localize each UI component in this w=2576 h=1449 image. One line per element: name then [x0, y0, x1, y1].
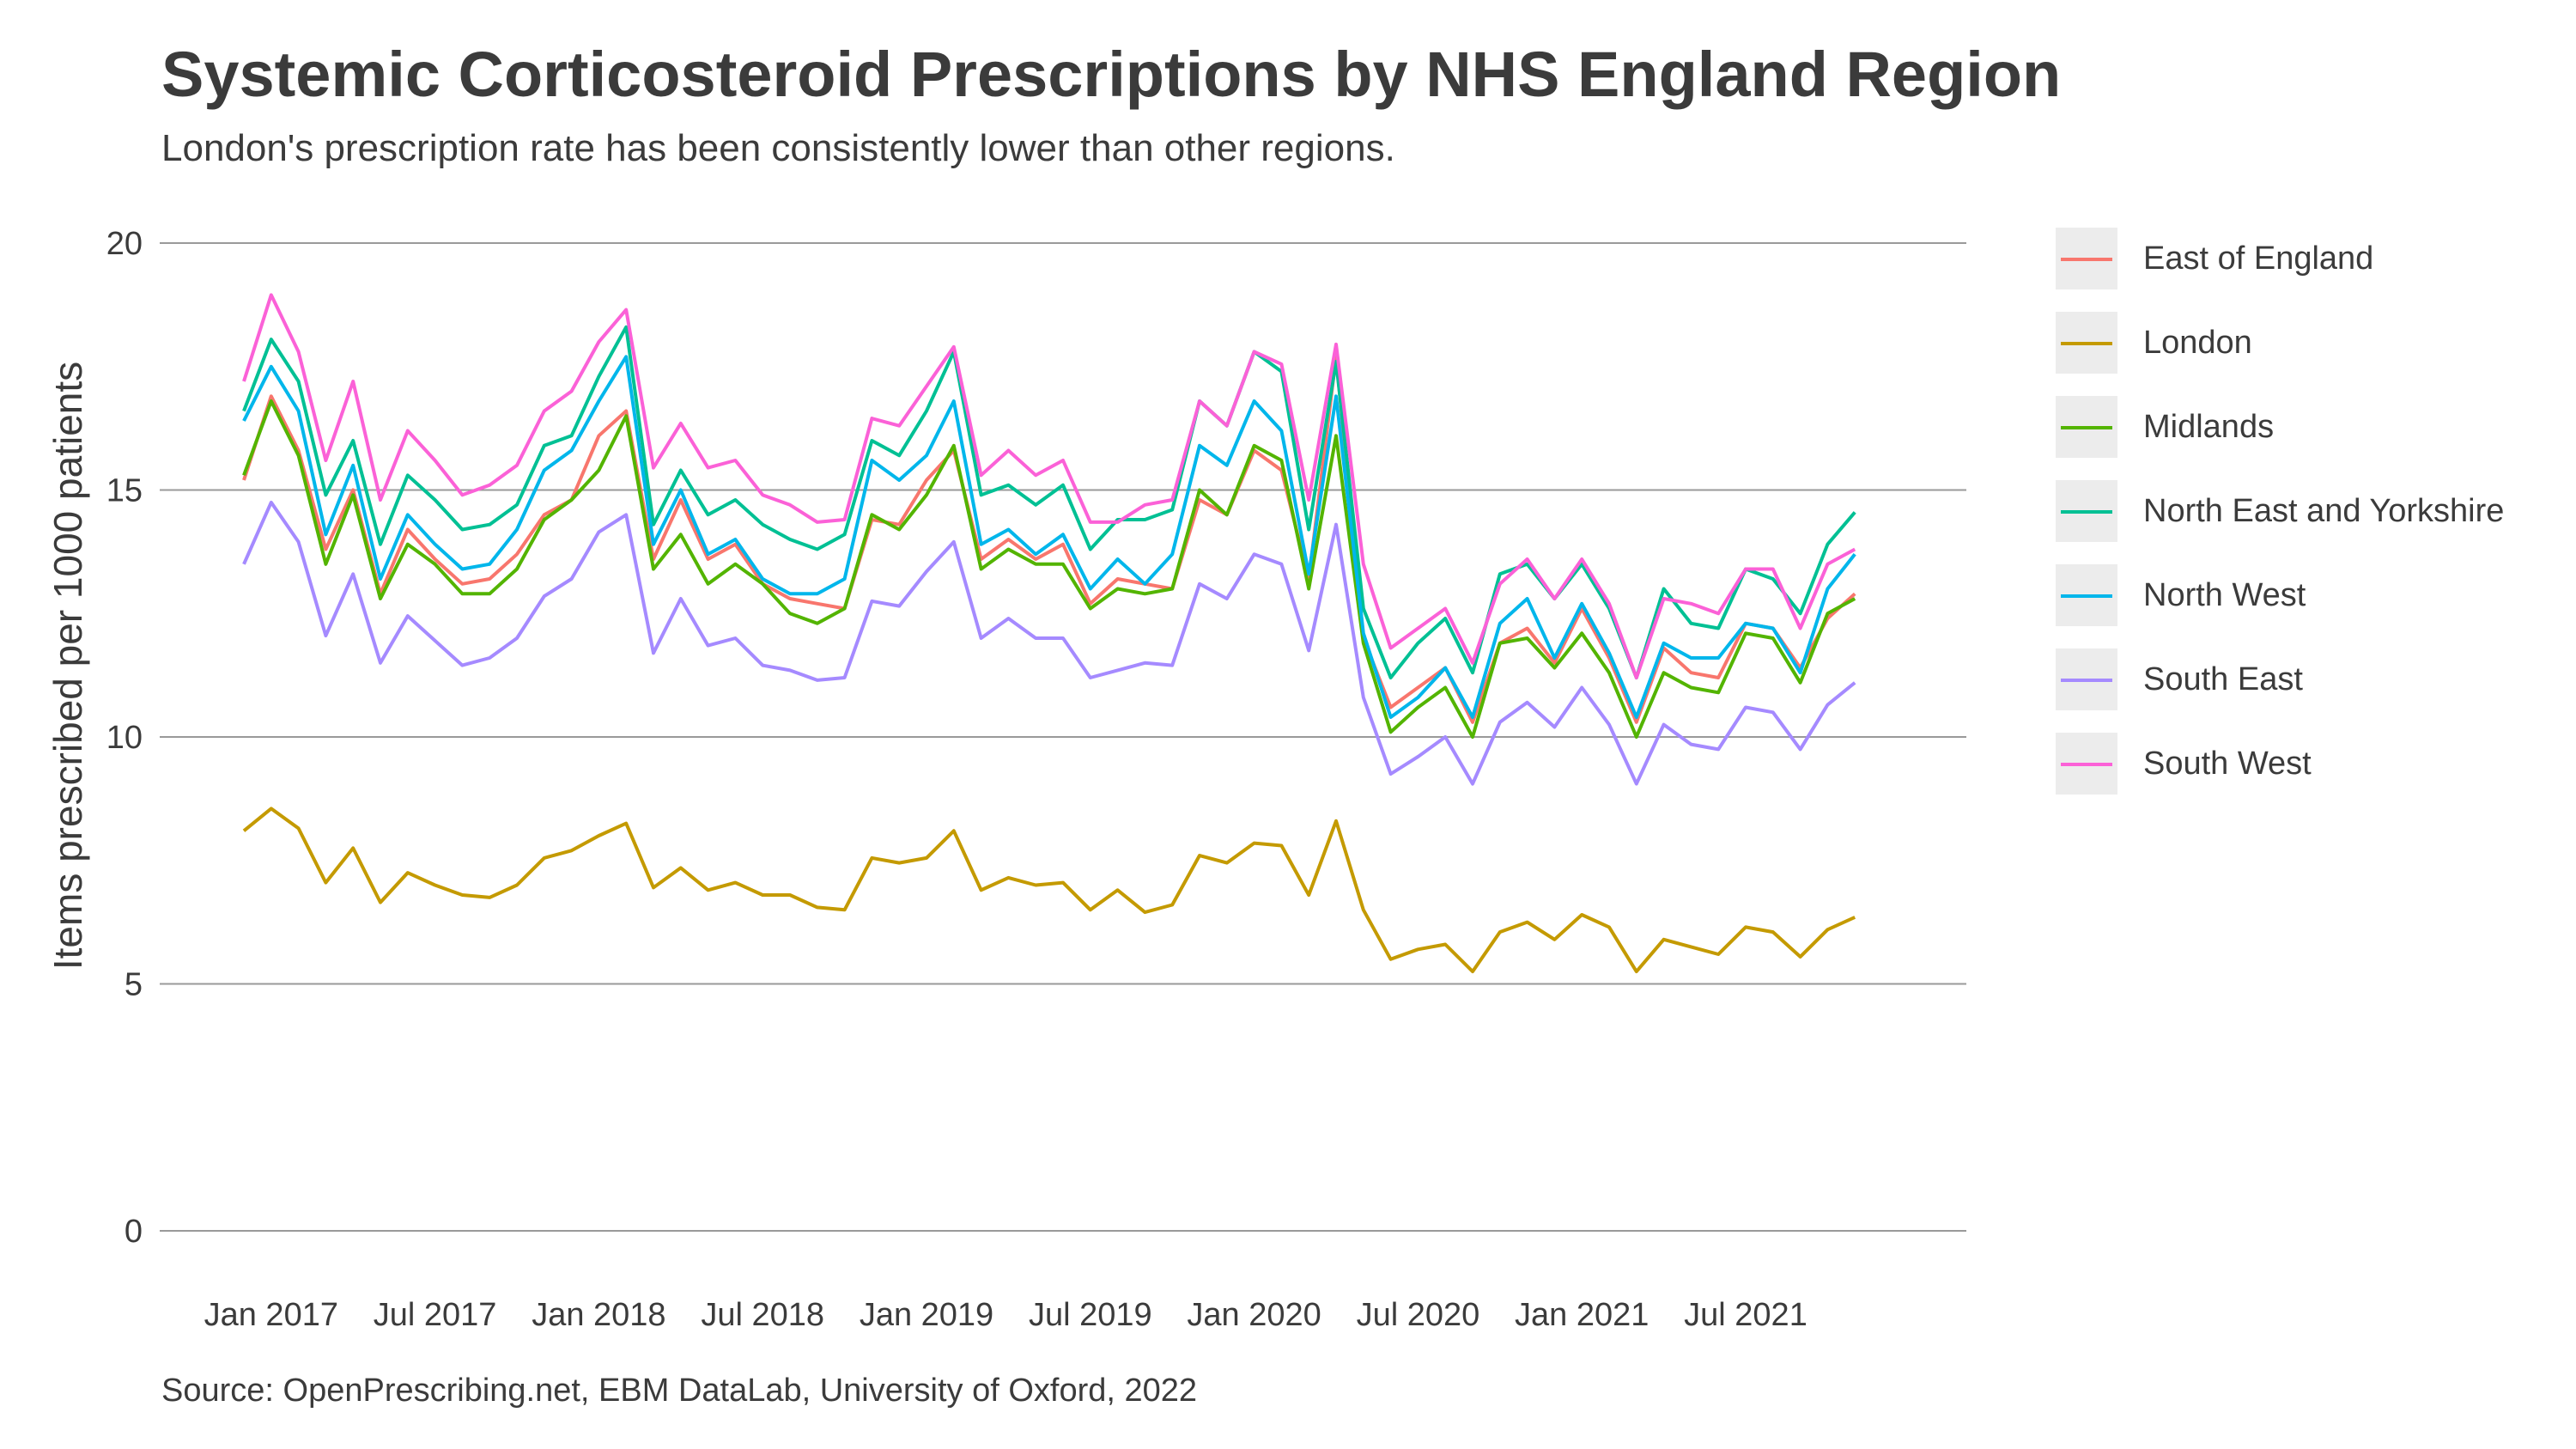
legend-swatch	[2061, 510, 2112, 514]
legend-item: South East	[2056, 637, 2504, 721]
x-tick-label: Jan 2019	[860, 1297, 993, 1333]
legend-label: South West	[2143, 745, 2312, 782]
chart-title: Systemic Corticosteroid Prescriptions by…	[161, 39, 2062, 110]
legend-swatch	[2061, 679, 2112, 682]
x-axis-ticks: Jan 2017 Jul 2017 Jan 2018 Jul 2018 Jan 2019…	[204, 1297, 1807, 1333]
y-axis-ticks: 0 5 10 15 20	[106, 226, 143, 1250]
legend-swatch	[2061, 342, 2112, 345]
legend-label: East of England	[2143, 240, 2374, 277]
legend-key	[2056, 648, 2117, 710]
legend-key	[2056, 733, 2117, 795]
y-tick-label: 5	[125, 967, 143, 1003]
legend-item: London	[2056, 301, 2504, 385]
x-tick-label: Jan 2017	[204, 1297, 338, 1333]
y-axis-title: Items prescribed per 1000 patients	[46, 362, 90, 970]
y-tick-label: 0	[125, 1214, 143, 1250]
series-line-london	[242, 807, 1856, 974]
x-tick-label: Jul 2017	[374, 1297, 497, 1333]
legend-key	[2056, 480, 2117, 542]
legend-swatch	[2061, 763, 2112, 766]
legend: East of England London Midlands North East …	[2056, 216, 2504, 806]
legend-swatch	[2061, 426, 2112, 429]
legend-swatch	[2061, 258, 2112, 261]
series-line-midlands	[242, 399, 1856, 739]
series-line-north-west	[242, 355, 1856, 719]
x-tick-label: Jan 2021	[1515, 1297, 1649, 1333]
series-line-south-east	[242, 500, 1856, 786]
legend-key	[2056, 312, 2117, 374]
legend-item: North West	[2056, 553, 2504, 637]
x-tick-label: Jan 2020	[1187, 1297, 1321, 1333]
legend-item: Midlands	[2056, 385, 2504, 469]
legend-swatch	[2061, 594, 2112, 598]
x-tick-label: Jul 2018	[701, 1297, 824, 1333]
legend-key	[2056, 228, 2117, 289]
y-tick-label: 20	[106, 226, 143, 262]
series-lines	[242, 293, 1856, 974]
gridlines	[160, 242, 1966, 1232]
x-tick-label: Jul 2021	[1684, 1297, 1807, 1333]
series-line-east-of-england	[242, 355, 1856, 724]
x-tick-label: Jul 2019	[1029, 1297, 1152, 1333]
legend-label: London	[2143, 324, 2252, 361]
x-tick-label: Jul 2020	[1357, 1297, 1480, 1333]
legend-item: East of England	[2056, 216, 2504, 301]
series-line-north-east-and-yorkshire	[242, 325, 1856, 679]
legend-label: Midlands	[2143, 408, 2275, 445]
legend-item: South West	[2056, 721, 2504, 806]
legend-item: North East and Yorkshire	[2056, 469, 2504, 553]
legend-key	[2056, 396, 2117, 458]
chart-subtitle: London's prescription rate has been cons…	[161, 127, 1395, 169]
legend-label: South East	[2143, 661, 2303, 697]
y-tick-label: 10	[106, 720, 143, 756]
series-line-south-west	[242, 293, 1856, 679]
legend-key	[2056, 564, 2117, 626]
source-caption: Source: OpenPrescribing.net, EBM DataLab…	[161, 1373, 1198, 1409]
y-tick-label: 15	[106, 473, 143, 509]
legend-label: North West	[2143, 576, 2306, 613]
x-tick-label: Jan 2018	[532, 1297, 665, 1333]
legend-label: North East and Yorkshire	[2143, 492, 2505, 529]
